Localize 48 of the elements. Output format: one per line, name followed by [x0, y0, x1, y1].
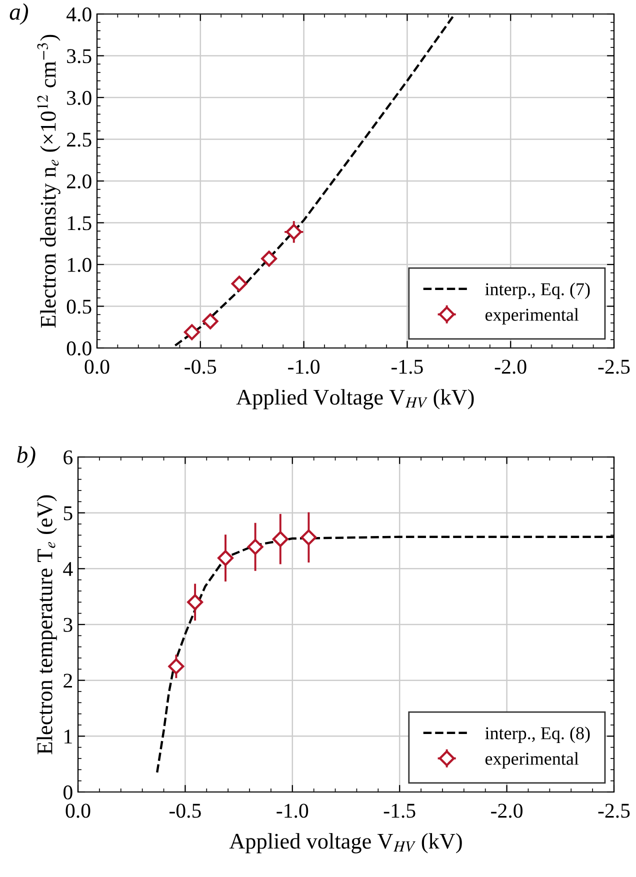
legend-label: interp., Eq. (8) — [485, 726, 590, 744]
y-tick-label: 0.0 — [66, 341, 92, 356]
point — [231, 276, 248, 292]
y-tick-label: 5 — [64, 506, 72, 520]
x-axis-title: Applied voltage V$_{HV}$ (kV) — [229, 833, 462, 854]
text: a) — [10, 3, 28, 25]
point — [272, 531, 288, 548]
text: b) — [17, 446, 36, 468]
x-tick-label: -0.5 — [169, 804, 201, 818]
y-tick-label: 6 — [64, 450, 73, 464]
y-tick-label: 1 — [64, 730, 72, 744]
x-tick-label: -1.0 — [276, 804, 308, 818]
y-axis-title: Electron density n$_{e}$ (×10$^{12}$ cm$^{−3}$) — [37, 34, 60, 328]
y-tick-label: 4 — [63, 562, 73, 576]
point — [261, 250, 278, 267]
x-tick-label: -1.5 — [384, 804, 416, 818]
x-tick-label: -2.5 — [598, 360, 630, 374]
y-tick-label: 2.5 — [67, 132, 92, 147]
point — [218, 550, 234, 566]
x-tick-label: 0.0 — [84, 360, 110, 374]
x-tick-label: -0.5 — [184, 360, 216, 374]
y-tick-label: 3.5 — [67, 49, 92, 64]
y-tick-label: 3.0 — [67, 90, 92, 106]
y-tick-label: 3 — [64, 618, 72, 632]
x-tick-label: -2.0 — [494, 360, 526, 374]
legend-label: experimental — [485, 752, 579, 769]
y-tick-label: 0.5 — [66, 300, 92, 314]
point — [187, 594, 204, 610]
point — [202, 313, 218, 330]
y-tick-label: 1.0 — [68, 258, 92, 272]
legend-label: experimental — [485, 308, 579, 325]
y-tick-label: 2.0 — [67, 174, 92, 189]
y-tick-label: 1.5 — [68, 216, 92, 230]
x-tick-label: -1.5 — [391, 360, 423, 374]
y-tick-label: 2 — [64, 674, 72, 688]
y-axis-title: Electron temperature T$_{e}$ (eV) — [36, 495, 57, 754]
y-tick-label: 4.0 — [66, 7, 92, 22]
legend-label: interp., Eq. (7) — [485, 282, 590, 300]
point — [286, 224, 302, 240]
point — [300, 529, 317, 546]
y-tick-label: 0 — [64, 785, 72, 800]
x-tick-label: -2.5 — [598, 804, 630, 818]
point — [168, 658, 184, 674]
x-tick-label: -2.0 — [491, 804, 522, 818]
point — [184, 324, 200, 340]
x-tick-label: -1.0 — [288, 360, 320, 374]
x-axis-title: Applied Voltage V$_{HV}$ (kV) — [236, 389, 474, 410]
point — [247, 538, 264, 555]
